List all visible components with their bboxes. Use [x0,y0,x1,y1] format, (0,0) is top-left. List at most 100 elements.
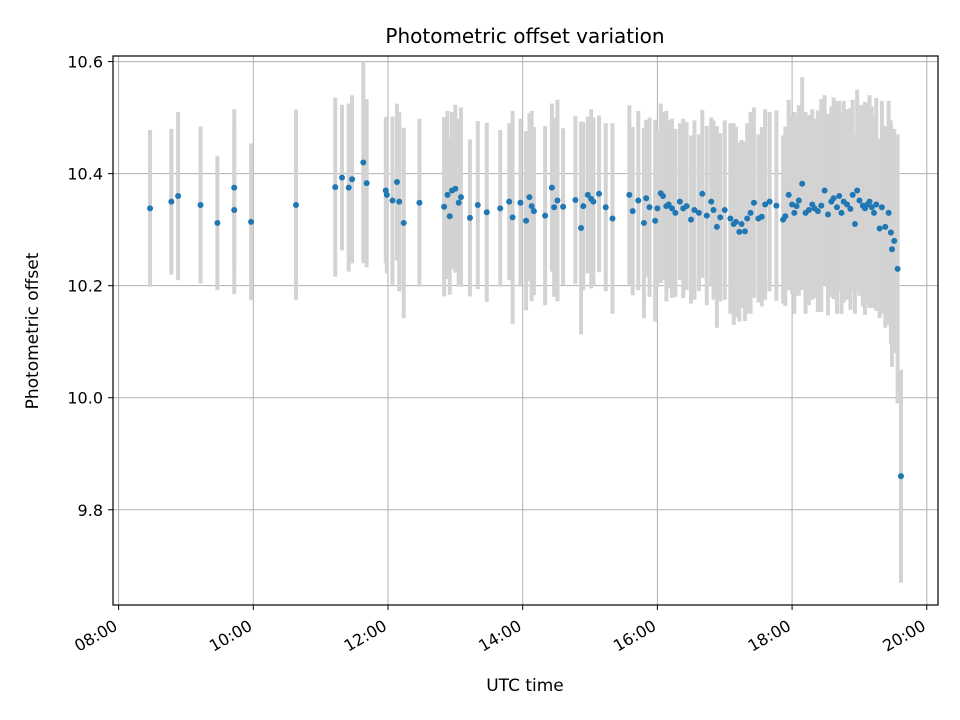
data-point [292,202,299,209]
data-point [382,187,389,194]
data-point [773,202,780,209]
data-point [856,197,863,204]
data-point [349,176,356,183]
data-point [560,203,567,210]
data-point [248,218,255,225]
data-point [825,211,831,218]
data-point [668,205,675,212]
data-point [506,198,513,205]
data-point [818,202,825,209]
data-point [626,191,633,198]
data-point [596,190,603,197]
y-tick-label: 9.8 [78,501,103,520]
data-point [455,199,462,206]
y-tick-label: 10.4 [67,165,103,184]
data-point [747,209,754,216]
data-point [643,195,650,202]
data-point [474,202,481,209]
data-point [766,198,773,205]
data-point [665,201,672,208]
data-point [147,205,154,212]
data-point [526,194,533,201]
data-point [844,201,851,208]
data-point [738,221,745,228]
data-point [517,199,524,206]
data-point [703,212,710,219]
data-point [554,197,561,204]
data-point [363,180,370,187]
data-point [629,208,636,215]
data-point [578,224,585,231]
data-point [466,214,473,221]
data-point [894,265,901,272]
data-point [721,207,728,214]
data-point [782,213,789,220]
data-point [838,209,845,216]
data-point [572,196,579,203]
data-point [393,179,400,186]
data-points [147,159,904,480]
data-point [676,198,683,205]
data-point [214,219,221,226]
data-point [528,203,535,210]
data-point [635,197,642,204]
data-point [799,180,806,187]
data-point [660,193,666,200]
data-point [710,207,717,214]
data-point [708,198,715,205]
data-point [602,204,609,211]
data-point [891,237,898,244]
data-point [231,184,238,191]
data-point [695,209,702,216]
data-point [741,228,748,235]
data-point [717,214,724,221]
data-point [332,184,339,191]
data-point [791,209,798,216]
data-point [654,205,661,212]
data-point [444,191,451,198]
data-point [732,218,739,225]
data-point [871,209,878,216]
data-point [652,217,659,224]
x-axis-label: UTC time [486,676,564,696]
data-point [640,219,647,226]
data-point [688,216,695,223]
data-point [849,191,856,198]
data-point [452,185,459,192]
data-point [888,246,895,253]
data-point [836,193,843,200]
data-point [833,204,840,211]
y-tick-label: 10.2 [67,277,103,296]
data-point [762,201,769,208]
data-point [847,205,854,212]
data-point [793,203,800,210]
data-point [497,205,504,212]
data-point [523,217,530,224]
data-point [851,221,858,228]
data-point [750,199,757,206]
data-point [542,212,549,219]
data-point [887,229,894,236]
y-axis-label: Photometric offset [23,252,43,409]
chart-title: Photometric offset variation [385,24,664,48]
y-tick-label: 10.0 [67,389,103,408]
data-point [457,194,464,201]
data-point [713,223,720,230]
data-point [646,204,653,211]
data-point [509,214,516,221]
data-point [699,190,706,197]
data-point [876,225,883,232]
data-point [691,207,698,214]
y-tick-label: 10.6 [67,53,103,72]
data-point [416,199,423,206]
data-point [441,203,448,210]
data-point [548,184,555,191]
data-point [446,213,453,220]
data-point [873,201,880,208]
data-point [530,208,537,215]
data-point [383,191,390,198]
data-point [866,198,873,205]
data-point [584,191,591,198]
